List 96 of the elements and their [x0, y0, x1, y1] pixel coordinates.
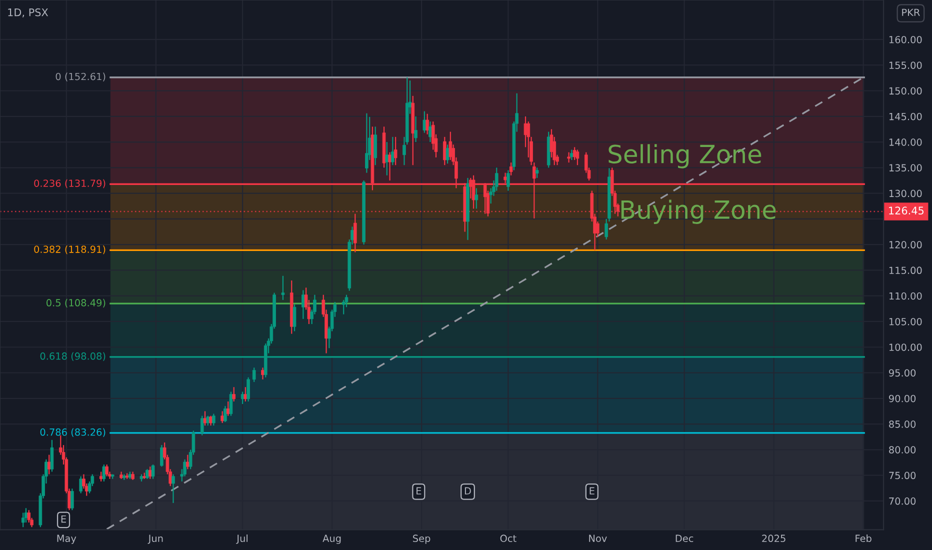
- ref-line-label: 0.236 (131.79): [34, 179, 106, 188]
- x-tick-label: 2025: [762, 534, 786, 542]
- x-tick-label: Dec: [676, 534, 694, 542]
- candlestick: [206, 415, 210, 426]
- candlestick: [252, 367, 256, 383]
- y-tick-label: 95.00: [889, 369, 916, 377]
- candlestick: [220, 410, 224, 424]
- candlestick: [422, 110, 426, 134]
- y-tick-label: 105.00: [889, 318, 922, 326]
- candlestick: [448, 131, 452, 161]
- candlestick: [224, 406, 227, 423]
- ref-line-label: 0 (152.61): [56, 72, 106, 82]
- y-tick-label: 140.00: [889, 138, 922, 146]
- candlestick: [212, 413, 216, 426]
- candlestick: [261, 367, 264, 380]
- candlestick: [353, 213, 357, 253]
- candlestick: [374, 126, 378, 166]
- x-tick-label: Sep: [413, 534, 430, 544]
- ref-line-label: 0.382 (118.91): [34, 245, 106, 254]
- candlestick: [102, 464, 106, 482]
- candlestick: [342, 299, 346, 315]
- y-tick-label: 130.00: [889, 190, 922, 198]
- candlestick: [302, 290, 305, 320]
- text: 1D, PSX: [8, 8, 48, 18]
- candlestick: [148, 466, 152, 480]
- candlestick: [394, 136, 398, 166]
- candlestick: [79, 476, 82, 494]
- ref-line-label: 0.618 (98.08): [40, 352, 106, 361]
- y-tick-label: 70.00: [889, 497, 916, 505]
- candlestick: [576, 149, 580, 166]
- y-tick-label: 145.00: [889, 112, 922, 120]
- candlestick: [246, 376, 250, 402]
- candlestick: [385, 141, 389, 176]
- candlestick: [570, 149, 574, 161]
- candlestick: [229, 391, 233, 416]
- x-tick-label: Jul: [236, 534, 248, 544]
- y-tick-label: 90.00: [889, 394, 916, 402]
- annotation: D: [464, 487, 471, 494]
- y-tick-label: 80.00: [889, 446, 916, 454]
- y-tick-label: 135.00: [889, 164, 922, 172]
- y-tick-label: 115.00: [889, 266, 922, 274]
- candlestick: [151, 464, 155, 480]
- candlestick: [146, 468, 149, 480]
- candlestick: [27, 510, 31, 524]
- y-tick-label: 120.00: [889, 241, 922, 248]
- candlestick: [414, 116, 418, 143]
- candlestick: [391, 136, 394, 166]
- x-tick-label: Feb: [856, 534, 872, 542]
- x-tick-label: Aug: [322, 534, 341, 544]
- candlestick: [200, 415, 204, 436]
- y-tick-label: 100.00: [889, 344, 922, 351]
- candlestick: [524, 116, 528, 148]
- candlestick: [24, 508, 28, 524]
- y-tick-label: 155.00: [889, 62, 922, 69]
- ref-line-label: 0.786 (83.26): [40, 428, 106, 437]
- candlestick: [105, 464, 108, 477]
- ref-line-label: 0.5 (108.49): [46, 298, 106, 308]
- candlestick: [365, 112, 368, 174]
- candlestick: [172, 474, 175, 504]
- annotation: E: [61, 516, 66, 523]
- candlestick: [281, 275, 285, 300]
- x-tick-label: Oct: [500, 534, 516, 542]
- candlestick: [232, 386, 236, 402]
- candlestick: [567, 152, 570, 164]
- candlestick: [474, 188, 478, 210]
- x-tick-label: Jun: [148, 534, 163, 544]
- candlestick: [186, 454, 190, 470]
- ref-line-label: 126.45: [889, 206, 924, 215]
- candlestick: [388, 152, 392, 182]
- y-tick-label: 75.00: [889, 472, 916, 480]
- x-tick-label: May: [57, 534, 76, 544]
- annotation: E: [590, 487, 594, 494]
- candlestick: [50, 439, 54, 472]
- annotation: Selling Zone: [608, 144, 762, 168]
- candlestick: [292, 304, 296, 332]
- candlestick: [160, 444, 164, 468]
- candlestick: [21, 512, 25, 528]
- candlestick: [203, 410, 207, 426]
- y-tick-label: 160.00: [889, 36, 922, 44]
- candlestick: [535, 167, 539, 178]
- x-tick-label: Nov: [589, 534, 607, 542]
- y-tick-label: 110.00: [889, 292, 922, 300]
- candlestick: [509, 162, 513, 176]
- candlestick: [426, 113, 429, 135]
- y-tick-label: 85.00: [889, 420, 916, 428]
- candlestick: [244, 386, 248, 402]
- candlestick: [468, 177, 472, 199]
- y-tick-label: 150.00: [889, 87, 922, 95]
- candlestick: [70, 488, 74, 511]
- candlestick: [428, 120, 432, 143]
- annotation: Buying Zone: [621, 200, 776, 224]
- annotation: E: [416, 487, 422, 494]
- candlestick: [443, 136, 446, 166]
- candlestick: [506, 170, 510, 192]
- text: PKR: [902, 8, 920, 16]
- candlestick: [209, 415, 212, 426]
